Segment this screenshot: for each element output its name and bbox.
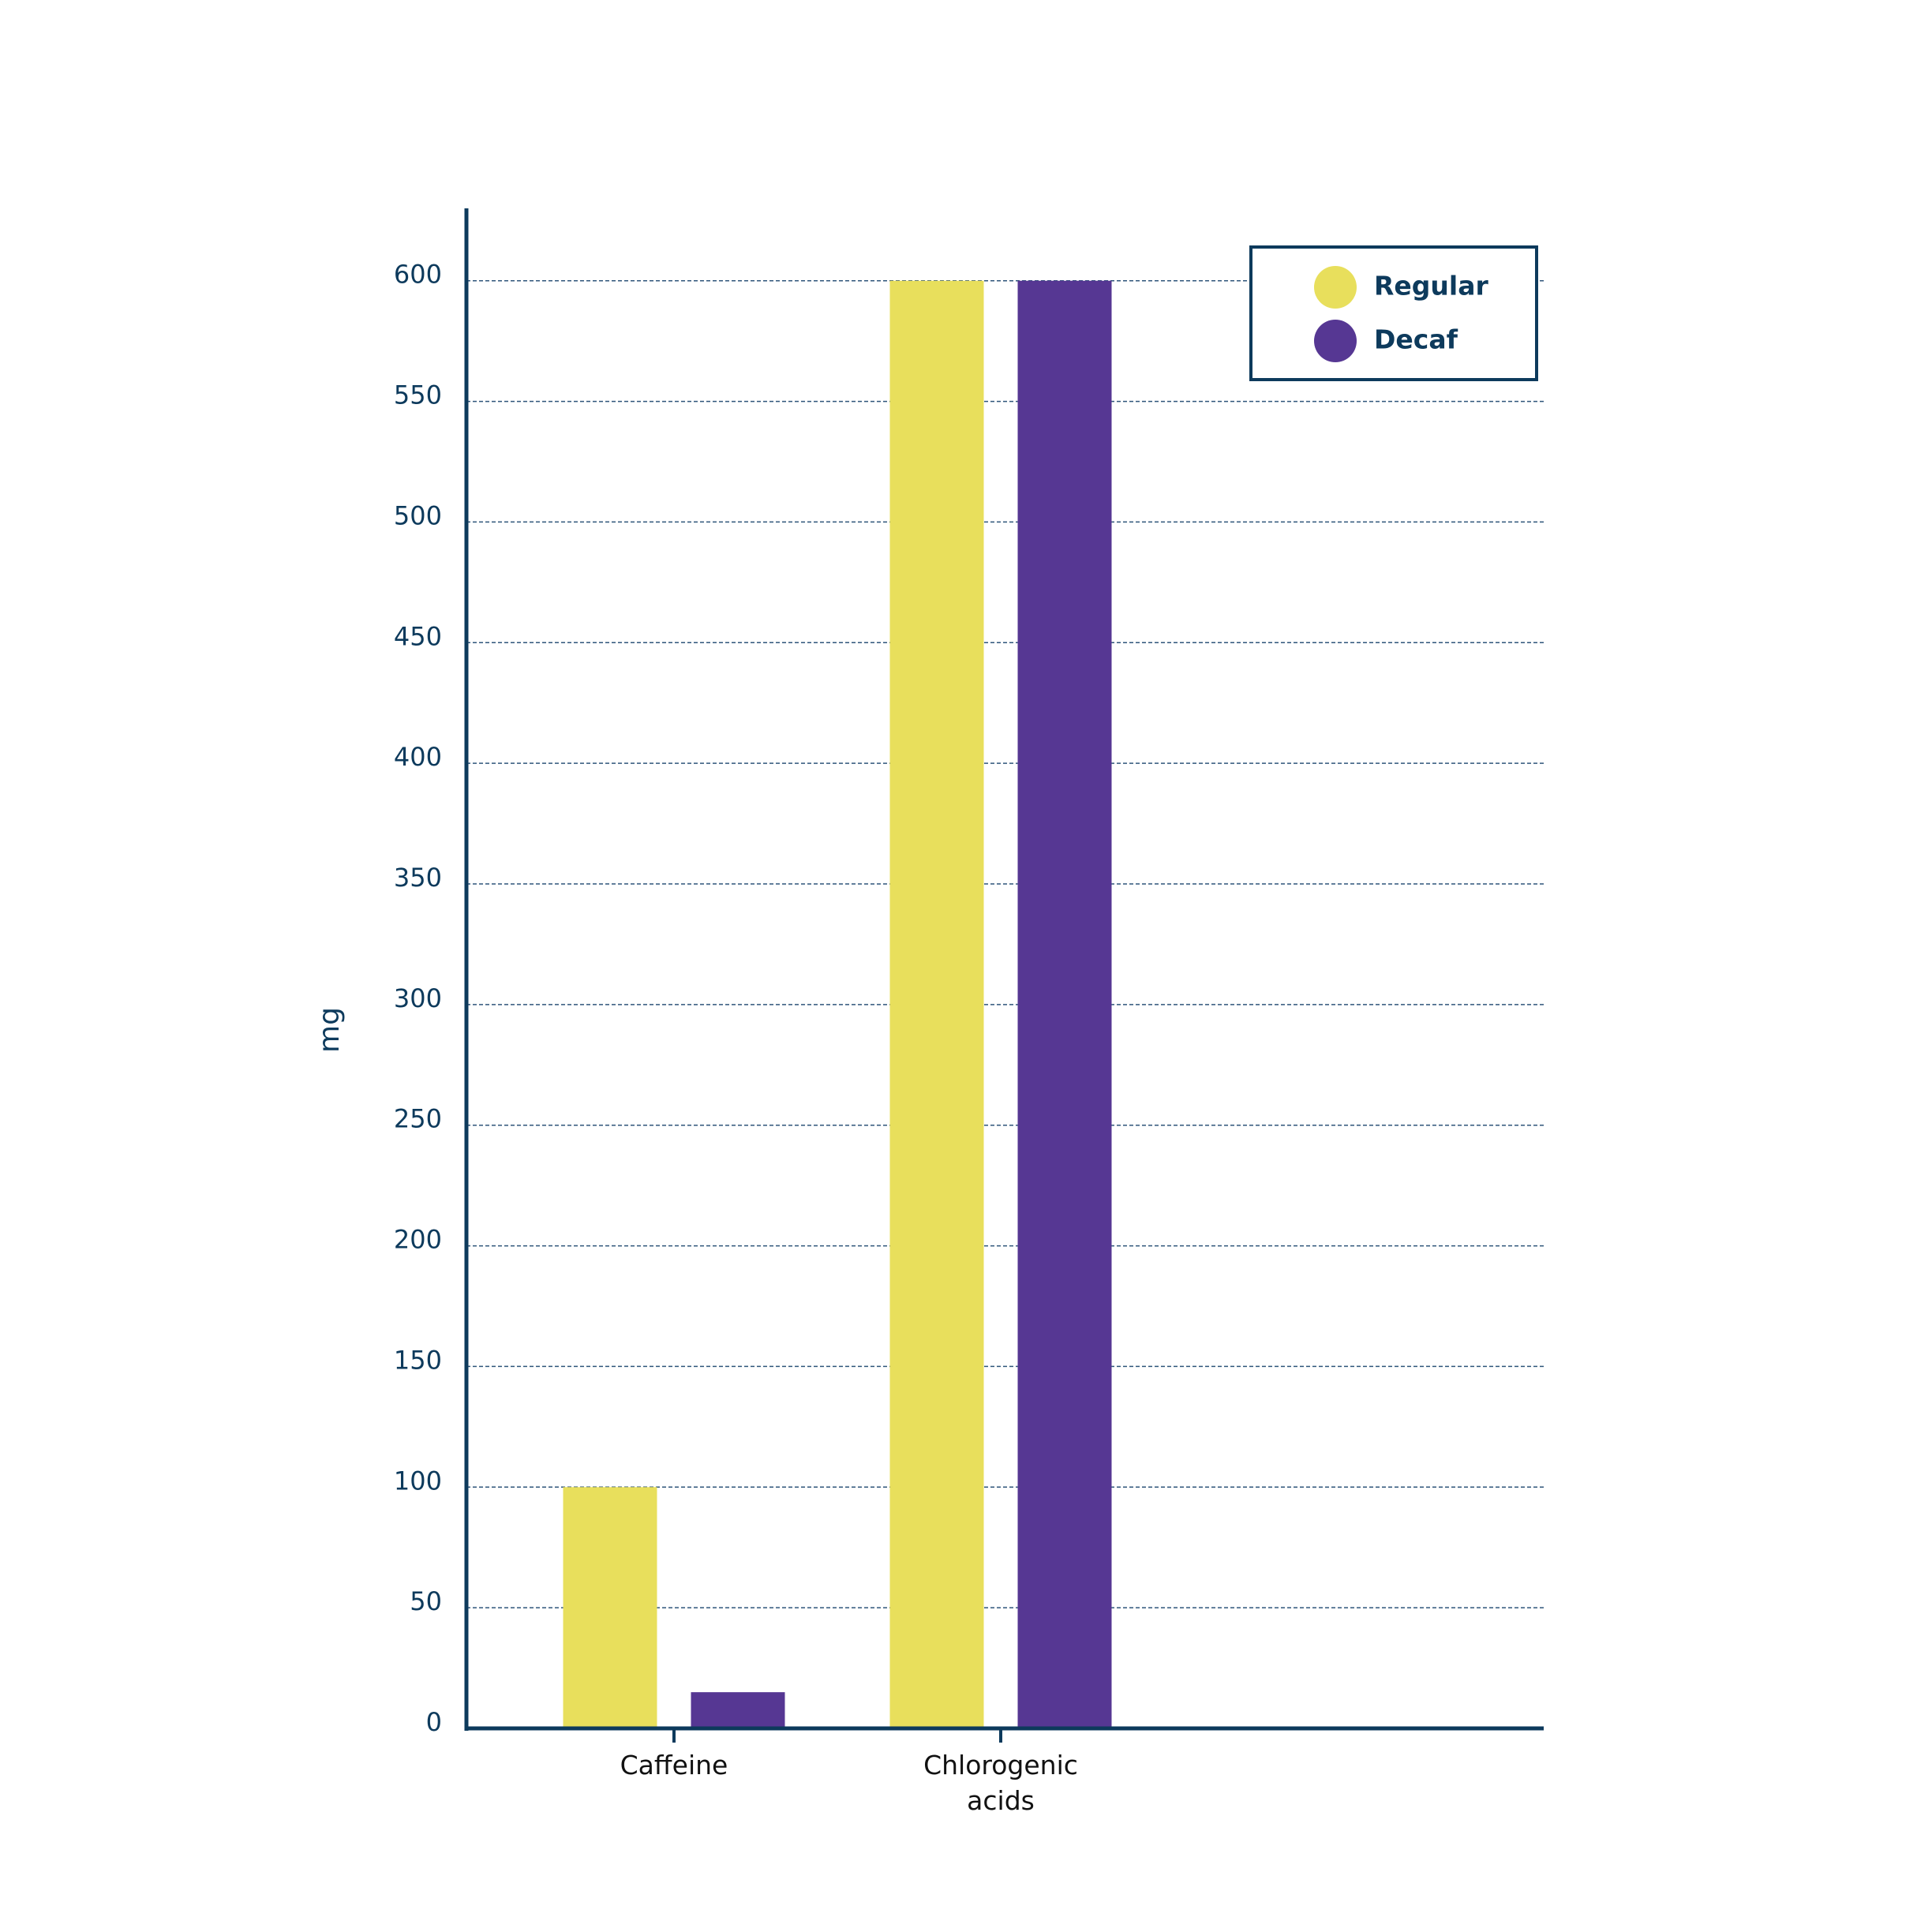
legend-swatch xyxy=(1314,320,1357,362)
x-tick-label: Chlorogenic acids xyxy=(923,1750,1078,1816)
x-tick-label: Caffeine xyxy=(620,1750,728,1780)
y-tick-label: 150 xyxy=(394,1345,442,1375)
y-tick-label: 50 xyxy=(410,1586,442,1616)
y-tick-label: 0 xyxy=(426,1707,442,1737)
bar xyxy=(1017,280,1112,1728)
y-tick-label: 100 xyxy=(394,1466,442,1496)
y-tick-label: 400 xyxy=(394,742,442,772)
y-tick-label: 450 xyxy=(394,621,442,651)
legend-swatch xyxy=(1314,266,1357,309)
bar xyxy=(691,1692,785,1728)
y-axis-label: mg xyxy=(313,1007,346,1053)
bar xyxy=(563,1487,657,1728)
y-tick-label: 250 xyxy=(394,1104,442,1134)
y-tick-label: 550 xyxy=(394,380,442,410)
y-tick-label: 300 xyxy=(394,983,442,1013)
bar xyxy=(889,280,984,1728)
y-tick-label: 200 xyxy=(394,1225,442,1255)
y-tick-label: 600 xyxy=(394,260,442,290)
legend-label: Regular xyxy=(1374,271,1488,301)
y-tick-label: 350 xyxy=(394,863,442,893)
y-tick-label: 500 xyxy=(394,500,442,530)
legend-box xyxy=(1249,245,1538,381)
legend-label: Decaf xyxy=(1374,324,1458,355)
